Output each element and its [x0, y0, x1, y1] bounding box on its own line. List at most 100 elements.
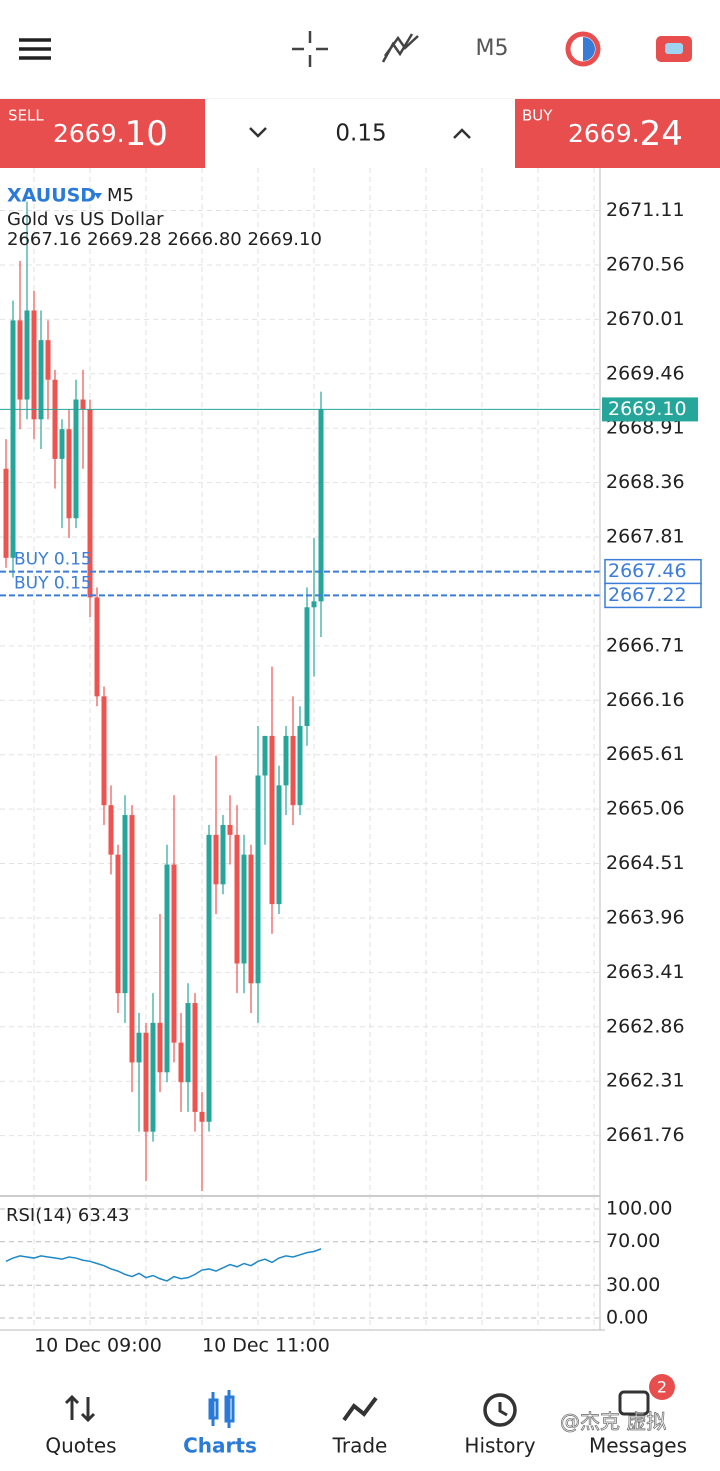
- candle-body: [185, 1003, 191, 1083]
- trade-icon-inner: [665, 43, 683, 54]
- candle-body: [101, 696, 107, 806]
- candle-body: [150, 1022, 156, 1132]
- buy-price-big: 24: [640, 114, 683, 154]
- candle-body: [220, 824, 226, 885]
- candle-body: [241, 854, 247, 964]
- y-tick-label: 2662.31: [606, 1070, 685, 1092]
- candle-body: [206, 834, 212, 1122]
- candle-body: [143, 1032, 149, 1132]
- y-tick-label: 2671.11: [606, 199, 685, 221]
- top-bar: M5: [0, 0, 720, 98]
- y-tick-label: 2666.16: [606, 689, 685, 711]
- y-tick-label: 2665.61: [606, 743, 685, 765]
- indicator-label: RSI(14) 63.43: [6, 1205, 129, 1226]
- current-price-tag: [602, 397, 698, 422]
- y-tick-label: 2666.71: [606, 634, 685, 656]
- candle-body: [24, 310, 30, 400]
- y-tick-label: 2665.06: [606, 798, 685, 820]
- top-bar-bg: [0, 0, 720, 98]
- candle-body: [108, 805, 114, 855]
- candle-body: [80, 399, 86, 410]
- volume-up[interactable]: [453, 128, 471, 139]
- candle-body: [311, 601, 317, 608]
- x-tick-label: 10 Dec 09:00: [34, 1335, 162, 1357]
- y-tick-label: 2663.41: [606, 961, 685, 983]
- nav-trade[interactable]: Trade: [332, 1434, 388, 1458]
- y-tick-label: 2668.36: [606, 471, 685, 493]
- candle-body: [73, 399, 79, 519]
- objects-icon-half: [583, 37, 595, 61]
- y-tick-label: 2662.86: [606, 1015, 685, 1037]
- y-tick-label: 2661.76: [606, 1124, 685, 1146]
- candle-body: [129, 815, 135, 1063]
- candle-body: [178, 1042, 184, 1083]
- y-tick-label: 2664.51: [606, 852, 685, 874]
- y-tick-label: 2668.91: [606, 417, 685, 439]
- badge-bg: [649, 1374, 675, 1400]
- buy-button[interactable]: [515, 99, 720, 168]
- objects-icon[interactable]: [565, 31, 601, 67]
- y-tick-label: 2669.46: [606, 362, 685, 384]
- candle-body: [227, 824, 233, 835]
- candle-body: [276, 785, 282, 905]
- rsi-tick-label: 30.00: [606, 1274, 660, 1296]
- volume-down[interactable]: [249, 127, 267, 138]
- volume[interactable]: 0.15: [335, 121, 386, 147]
- order-label: BUY 0.15: [14, 573, 92, 593]
- symbol-description: Gold vs US Dollar: [7, 209, 164, 230]
- quotes-icon[interactable]: [64, 1394, 96, 1423]
- buy-price: 2669.24: [568, 114, 683, 154]
- candle-body: [283, 735, 289, 786]
- sell-button[interactable]: [0, 99, 205, 168]
- buy-label: BUY: [522, 107, 553, 125]
- plot: [0, 201, 600, 1282]
- sell-price: 2669.10: [53, 114, 168, 154]
- y-tick-label: 2667.81: [606, 526, 685, 548]
- candle-body: [157, 1022, 163, 1073]
- indicators-icon[interactable]: [381, 33, 419, 63]
- rsi-line: [5, 1248, 322, 1282]
- watermark: @杰克 虚拟: [560, 1410, 666, 1434]
- nav-messages[interactable]: Messages: [589, 1434, 687, 1458]
- candle-body: [269, 735, 275, 905]
- candle-body: [136, 1032, 142, 1063]
- candle-body: [199, 1111, 205, 1122]
- candle-body: [31, 310, 37, 420]
- nav-charts[interactable]: Charts: [183, 1434, 257, 1458]
- candle-body: [94, 597, 100, 697]
- buy-price-main: 2669.: [568, 119, 640, 148]
- messages-icon[interactable]: [618, 1390, 650, 1416]
- timeframe-button[interactable]: M5: [476, 36, 509, 61]
- order-price-label: 2667.46: [608, 560, 687, 582]
- symbol[interactable]: XAUUSD: [7, 185, 96, 207]
- candle-body: [45, 340, 51, 380]
- grid: [0, 168, 600, 1330]
- sell-price-big: 10: [125, 114, 168, 154]
- current-price-label: 2669.10: [608, 398, 687, 420]
- symbol-dropdown[interactable]: [94, 193, 102, 199]
- candle-body: [304, 607, 310, 727]
- candle-body: [290, 735, 296, 806]
- nav-history[interactable]: History: [464, 1434, 535, 1458]
- candle-body: [10, 320, 16, 558]
- nav-bg: [0, 1360, 720, 1471]
- charts-icon[interactable]: [208, 1390, 235, 1428]
- history-icon[interactable]: [483, 1393, 517, 1427]
- candle-body: [52, 379, 58, 459]
- menu-icon[interactable]: [19, 38, 51, 60]
- sell-label: SELL: [8, 107, 44, 125]
- crosshair-icon[interactable]: [292, 31, 328, 67]
- candle-body: [122, 815, 128, 994]
- trade-nav-icon[interactable]: [342, 1396, 378, 1422]
- candle-body: [213, 834, 219, 885]
- history-hands: [498, 1402, 508, 1417]
- messages-badge: 2: [657, 1378, 667, 1397]
- bottom-nav: 2 Quotes Charts Trade History Messages @…: [0, 1360, 720, 1471]
- order-price-label: 2667.22: [608, 584, 687, 606]
- nav-quotes[interactable]: Quotes: [45, 1434, 116, 1458]
- candle-body: [297, 726, 303, 806]
- candle-body: [248, 854, 254, 984]
- candle-body: [192, 1003, 198, 1112]
- candle-body: [87, 409, 93, 598]
